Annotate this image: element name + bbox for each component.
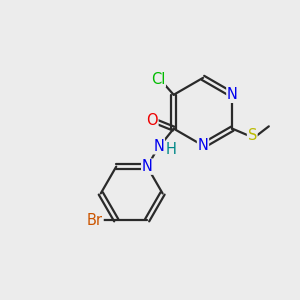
Text: N: N [227,87,238,102]
Text: N: N [198,138,208,153]
Text: N: N [154,139,164,154]
Text: O: O [146,113,158,128]
Text: S: S [248,128,257,143]
Text: Br: Br [87,213,103,228]
Text: H: H [166,142,177,157]
Text: N: N [142,159,153,174]
Text: Cl: Cl [151,72,165,87]
